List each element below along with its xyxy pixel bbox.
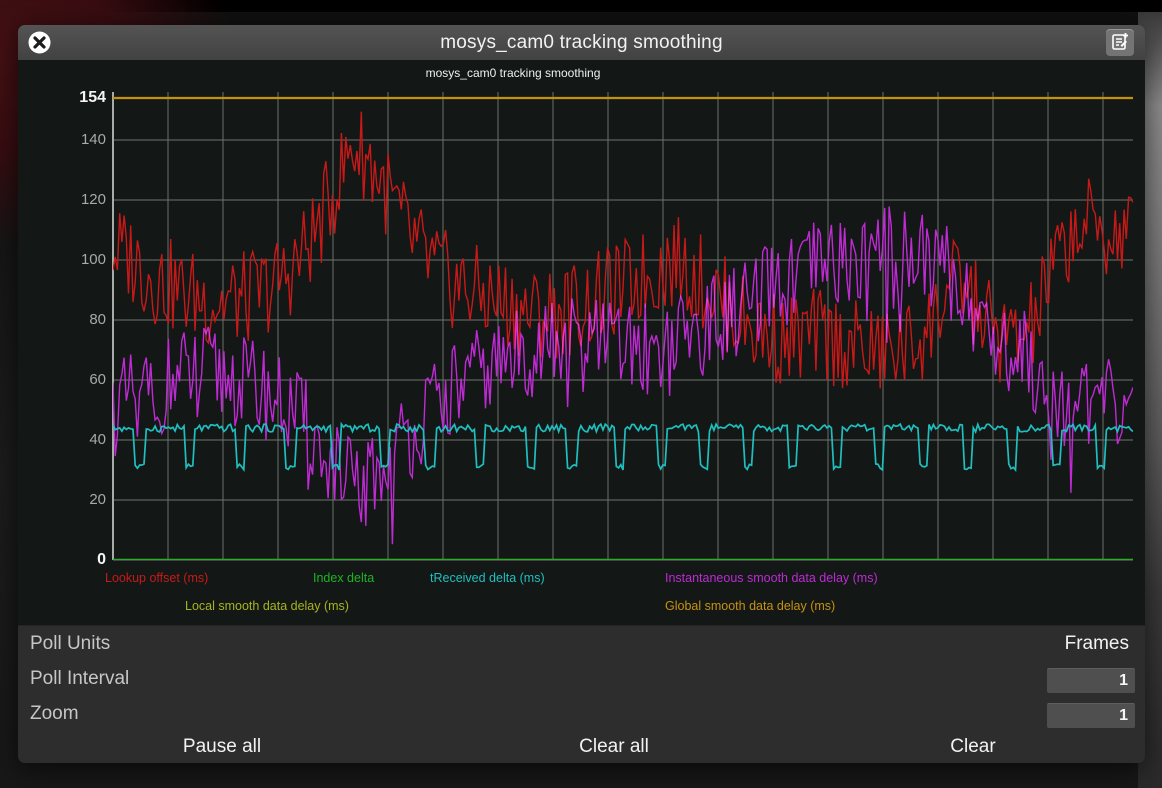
y-axis-tick: 80 bbox=[89, 311, 106, 328]
y-axis-tick: 154 bbox=[79, 89, 106, 106]
y-axis-tick: 0 bbox=[97, 551, 106, 568]
clear-button[interactable]: Clear bbox=[940, 732, 1005, 762]
legend-lookup-offset: Lookup offset (ms) bbox=[105, 571, 209, 585]
tracking-chart bbox=[112, 92, 1133, 561]
legend-global-delay: Global smooth data delay (ms) bbox=[665, 599, 836, 613]
y-axis-tick: 120 bbox=[80, 191, 106, 208]
chart-section: mosys_cam0 tracking smoothing 154 140 12… bbox=[18, 60, 1145, 625]
clear-all-button[interactable]: Clear all bbox=[569, 732, 659, 762]
title-bar: mosys_cam0 tracking smoothing bbox=[18, 25, 1145, 60]
legend-index-delta: Index delta bbox=[313, 571, 375, 585]
chart-title: mosys_cam0 tracking smoothing bbox=[425, 66, 601, 80]
zoom-label: Zoom bbox=[30, 703, 79, 724]
poll-units-label: Poll Units bbox=[30, 633, 111, 654]
y-axis-tick: 60 bbox=[89, 371, 106, 388]
legend-local-delay: Local smooth data delay (ms) bbox=[185, 599, 349, 613]
y-axis-tick: 140 bbox=[80, 131, 106, 148]
poll-interval-label: Poll Interval bbox=[30, 668, 130, 689]
y-axis-tick: 40 bbox=[89, 431, 106, 448]
y-axis-tick: 20 bbox=[89, 491, 106, 508]
legend-treceived-delta: tReceived delta (ms) bbox=[430, 571, 545, 585]
close-button[interactable] bbox=[27, 30, 52, 55]
note-add-icon bbox=[1111, 32, 1129, 54]
controls-panel: Poll Units Frames Poll Interval Zoom Pau… bbox=[18, 625, 1145, 763]
tracking-smoothing-window: mosys_cam0 tracking smoothing mosys_cam0… bbox=[18, 25, 1145, 763]
note-button[interactable] bbox=[1106, 29, 1134, 56]
window-title: mosys_cam0 tracking smoothing bbox=[440, 31, 723, 53]
zoom-input[interactable] bbox=[1047, 703, 1135, 728]
poll-units-value: Frames bbox=[1064, 633, 1129, 654]
poll-interval-input[interactable] bbox=[1047, 668, 1135, 693]
y-axis-tick: 100 bbox=[80, 251, 106, 268]
pause-all-button[interactable]: Pause all bbox=[173, 732, 271, 762]
close-icon bbox=[27, 31, 52, 58]
legend-instantaneous-delay: Instantaneous smooth data delay (ms) bbox=[665, 571, 878, 585]
